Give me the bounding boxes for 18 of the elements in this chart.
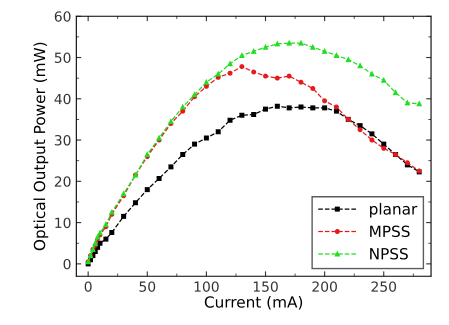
y-tick-label: 30 bbox=[54, 135, 71, 146]
x-tick-label: 0 bbox=[84, 281, 92, 292]
y-tick-label: 10 bbox=[55, 218, 71, 228]
y-axis-title: Optical Output Power (mW) bbox=[33, 42, 48, 250]
x-axis-title: Current (mA) bbox=[204, 296, 302, 310]
x-tick-label: 150 bbox=[254, 281, 278, 292]
x-tick-label: 100 bbox=[194, 281, 219, 292]
x-tick-label: 200 bbox=[312, 281, 337, 292]
legend-label: NPSS bbox=[370, 248, 408, 260]
x-tick-label: 50 bbox=[140, 281, 156, 292]
legend-label: MPSS bbox=[370, 226, 410, 238]
y-tick-label: 40 bbox=[54, 94, 71, 104]
x-tick-label: 250 bbox=[372, 281, 396, 292]
y-tick-label: 50 bbox=[54, 52, 71, 63]
legend-label: planar bbox=[370, 202, 418, 218]
y-tick-label: 20 bbox=[54, 176, 71, 187]
y-tick-label: 0 bbox=[64, 258, 71, 270]
y-tick-label: 60 bbox=[54, 11, 71, 22]
